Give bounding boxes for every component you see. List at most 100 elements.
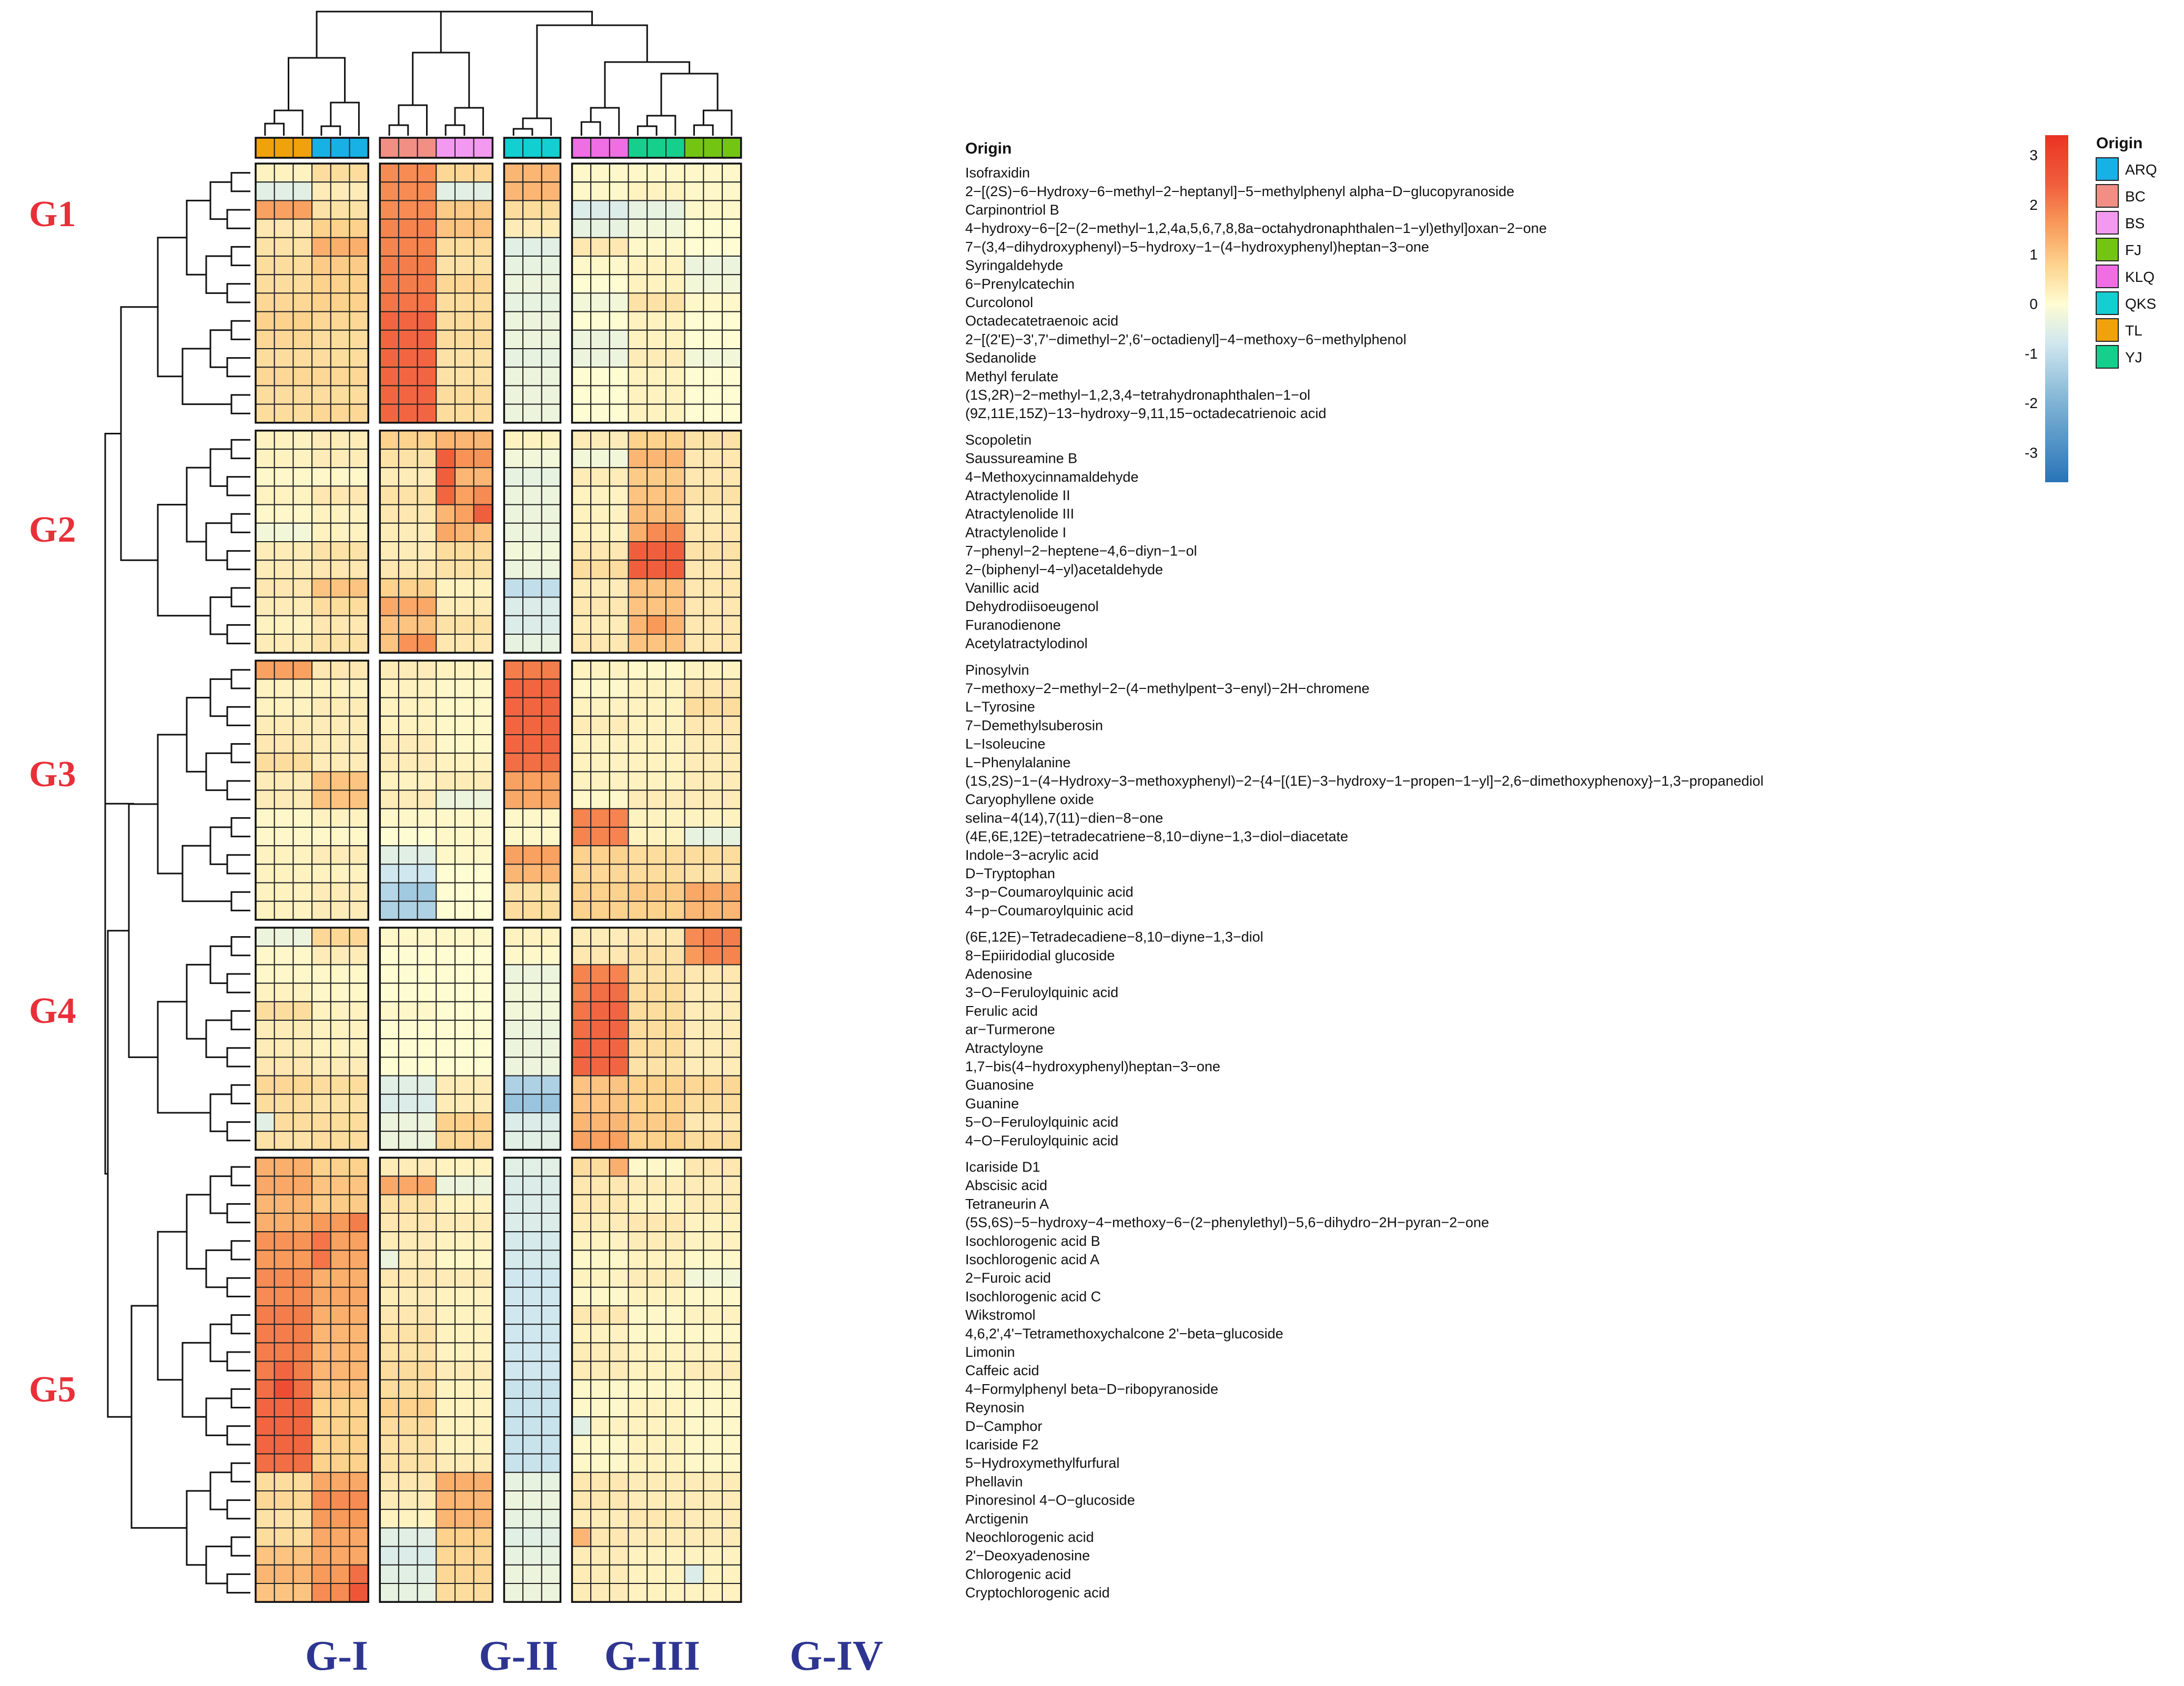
heatmap-cell xyxy=(541,385,561,405)
heatmap-cell xyxy=(436,660,456,680)
heatmap-cell xyxy=(398,1360,418,1380)
heatmap-cell xyxy=(274,1175,294,1195)
heatmap-cell xyxy=(646,596,667,616)
heatmap-cell xyxy=(436,1490,456,1510)
row-label: L−Tyrosine xyxy=(965,699,1035,715)
heatmap-cell xyxy=(684,1194,704,1214)
heatmap-cell xyxy=(541,900,561,921)
heatmap-cell xyxy=(417,541,437,561)
heatmap-cell xyxy=(703,181,723,201)
heatmap-cell xyxy=(379,660,399,680)
dendrogram-branch xyxy=(230,513,250,533)
row-label: (5S,6S)−5−hydroxy−4−methoxy−6−(2−phenyle… xyxy=(965,1215,1489,1231)
heatmap-cell xyxy=(722,1583,742,1603)
heatmap-cell xyxy=(311,634,331,654)
heatmap-cell xyxy=(274,1471,294,1492)
heatmap-cell xyxy=(379,329,399,349)
heatmap-cell xyxy=(722,1564,742,1585)
heatmap-cell xyxy=(684,467,704,487)
heatmap-cell xyxy=(609,385,629,405)
heatmap-cell xyxy=(379,946,399,966)
heatmap-cell xyxy=(311,385,331,405)
row-label: Carpinontriol B xyxy=(965,202,1059,218)
origin-annotation-cell xyxy=(379,137,399,158)
heatmap-cell xyxy=(703,1583,723,1603)
heatmap-cell xyxy=(292,1509,313,1529)
heatmap-cell xyxy=(454,181,474,201)
heatmap-cell xyxy=(609,1001,629,1021)
heatmap-cell xyxy=(609,1175,629,1195)
heatmap-cell xyxy=(571,1157,592,1177)
heatmap-cell xyxy=(330,827,350,847)
heatmap-cell xyxy=(255,1360,275,1380)
heatmap-cell xyxy=(646,1527,667,1547)
heatmap-cell xyxy=(330,1490,350,1510)
heatmap-cell xyxy=(379,1231,399,1251)
heatmap-cell xyxy=(541,292,561,312)
heatmap-cell xyxy=(255,946,275,966)
heatmap-cell xyxy=(628,615,648,635)
heatmap-cell xyxy=(349,1564,369,1585)
heatmap-block-border xyxy=(379,162,494,424)
heatmap-cell xyxy=(503,615,524,635)
heatmap-cell xyxy=(609,1112,629,1132)
heatmap-cell xyxy=(473,946,493,966)
heatmap-cell xyxy=(522,1175,542,1195)
heatmap-cell xyxy=(330,1001,350,1021)
heatmap-cell xyxy=(522,367,542,387)
heatmap-cell xyxy=(454,1453,474,1473)
heatmap-cell xyxy=(398,1453,418,1473)
heatmap-cell xyxy=(628,1453,648,1473)
heatmap-cell xyxy=(255,403,275,423)
heatmap-cell xyxy=(454,504,474,524)
heatmap-cell xyxy=(330,864,350,883)
heatmap-cell xyxy=(609,1360,629,1380)
color-scale-tick: -2 xyxy=(2025,395,2038,411)
heatmap-cell xyxy=(454,1268,474,1288)
heatmap-cell xyxy=(503,1213,524,1233)
dendrogram-branch xyxy=(316,11,442,58)
heatmap-cell xyxy=(684,1038,704,1058)
heatmap-cell xyxy=(628,403,648,423)
heatmap-cell xyxy=(522,1305,542,1325)
heatmap-cell xyxy=(628,560,648,580)
origin-annotation-cell xyxy=(590,137,610,158)
heatmap-cell xyxy=(398,1001,418,1021)
heatmap-cell xyxy=(722,771,742,791)
heatmap-cell xyxy=(722,660,742,680)
heatmap-cell xyxy=(417,964,437,984)
heatmap-cell xyxy=(436,292,456,312)
heatmap-cell xyxy=(454,1112,474,1132)
heatmap-cell xyxy=(417,678,437,698)
heatmap-cell xyxy=(609,430,629,450)
heatmap-cell xyxy=(330,163,350,183)
heatmap-cell xyxy=(628,181,648,201)
heatmap-cell xyxy=(571,1564,592,1585)
heatmap-cell xyxy=(503,753,524,773)
heatmap-cell xyxy=(571,946,592,966)
heatmap-cell xyxy=(571,1286,592,1307)
heatmap-cell xyxy=(609,660,629,680)
heatmap-cell xyxy=(628,1379,648,1399)
heatmap-cell xyxy=(417,385,437,405)
heatmap-cell xyxy=(330,1379,350,1399)
heatmap-cell xyxy=(503,1416,524,1436)
heatmap-cell xyxy=(541,634,561,654)
heatmap-cell xyxy=(590,403,610,423)
heatmap-cell xyxy=(274,678,294,698)
heatmap-cell xyxy=(379,1342,399,1362)
heatmap-cell xyxy=(684,1001,704,1021)
row-label: Wikstromol xyxy=(965,1307,1036,1323)
heatmap-cell xyxy=(571,734,592,754)
heatmap-cell xyxy=(398,1020,418,1040)
heatmap-cell xyxy=(274,430,294,450)
row-group-label: G5 xyxy=(29,1369,76,1410)
dendrogram-branch xyxy=(181,348,231,405)
heatmap-cell xyxy=(609,1057,629,1076)
dendrogram-branch xyxy=(209,1471,231,1510)
heatmap-cell xyxy=(541,1360,561,1380)
heatmap-cell xyxy=(628,927,648,947)
heatmap-cell xyxy=(311,430,331,450)
heatmap-cell xyxy=(722,1286,742,1307)
heatmap-cell xyxy=(722,1112,742,1132)
